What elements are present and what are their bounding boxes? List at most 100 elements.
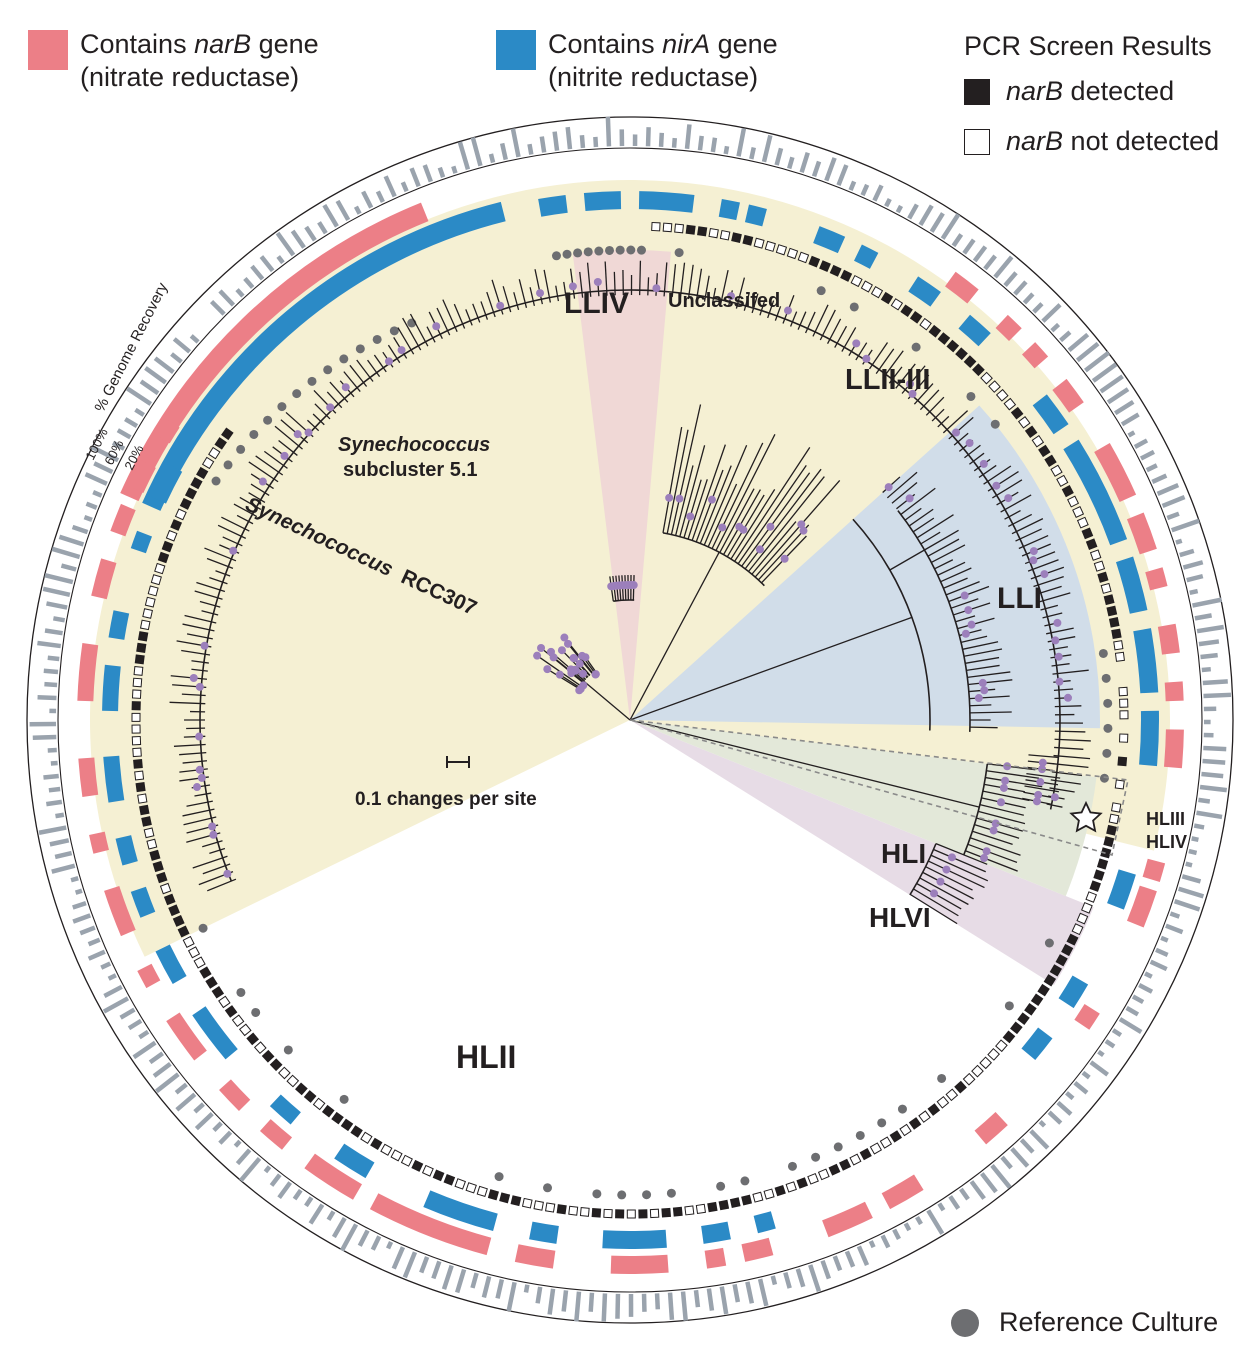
tree-branch	[967, 671, 1011, 679]
tree-node	[384, 357, 393, 366]
pcr-not-detected-square	[708, 227, 719, 239]
recovery-bar	[470, 136, 483, 167]
nira-block	[908, 276, 941, 307]
recovery-bar	[155, 1072, 180, 1094]
recovery-bar	[124, 417, 139, 429]
tree-branch	[969, 704, 992, 707]
reference-dot	[740, 1176, 750, 1186]
narb-block	[78, 757, 99, 797]
tree-branch	[196, 581, 226, 593]
recovery-bar	[969, 1180, 986, 1200]
tree-branch	[742, 616, 913, 680]
legend-narb-suffix: gene	[251, 29, 319, 59]
recovery-bar	[761, 134, 773, 163]
tree-branch	[663, 262, 668, 297]
recovery-bar	[937, 1202, 946, 1212]
tree-branch	[426, 326, 436, 343]
tree-node	[996, 798, 1005, 807]
reference-dot	[573, 248, 583, 258]
tree-branch	[204, 547, 237, 562]
pcr-detected-square	[269, 1058, 283, 1072]
pcr-detected-square	[808, 255, 821, 268]
recovery-bar	[481, 1275, 492, 1299]
pcr-not-detected-square	[817, 1168, 830, 1181]
tree-node	[546, 647, 555, 656]
pcr-not-detected-square	[980, 371, 993, 385]
tree-branch	[534, 653, 582, 687]
tree-branch	[927, 538, 960, 557]
tree-branch	[913, 383, 934, 405]
tree-branch	[453, 303, 466, 329]
nira-block	[744, 204, 767, 227]
pcr-detected-square	[331, 1111, 344, 1125]
tree-node	[293, 430, 302, 439]
tree-branch	[367, 359, 381, 377]
tree-branch	[942, 410, 969, 434]
tree-branch	[255, 455, 284, 476]
tree-branch	[987, 763, 1036, 771]
recovery-bar	[1032, 302, 1044, 314]
pcr-not-detected-square	[753, 237, 765, 249]
pcr-not-detected-square	[133, 666, 144, 676]
reference-dot	[1103, 698, 1113, 708]
reference-dot	[787, 1161, 797, 1171]
nira-block	[1058, 975, 1089, 1009]
tree-branch	[737, 465, 807, 565]
tree-branch	[937, 415, 950, 428]
nira-block	[1133, 628, 1159, 694]
pcr-not-detected-square	[752, 1191, 764, 1203]
reference-dot	[1101, 673, 1111, 683]
pcr-detected-square	[937, 332, 951, 345]
tree-branch	[670, 404, 702, 535]
nira-block	[1115, 556, 1148, 614]
pcr-not-detected-square	[1081, 901, 1093, 914]
recovery-bar	[92, 490, 103, 498]
pcr-not-detected-square	[1119, 733, 1129, 743]
pcr-not-detected-square	[899, 1123, 912, 1137]
narb-block	[1163, 729, 1184, 769]
tree-branch	[1053, 754, 1091, 760]
pcr-not-detected-square	[1050, 464, 1063, 477]
tree-branch	[888, 366, 903, 384]
tree-branch	[202, 863, 231, 875]
scale-bar	[446, 756, 470, 768]
pcr-not-detected-square	[146, 838, 158, 850]
tree-node	[1001, 776, 1010, 785]
tree-branch	[638, 260, 642, 296]
reference-dot	[339, 354, 349, 364]
tree-branch	[629, 719, 825, 770]
tree-branch	[823, 767, 980, 808]
pcr-detected-square	[133, 759, 143, 769]
pcr-not-detected-square	[995, 1039, 1008, 1053]
nira-block	[108, 610, 130, 640]
recovery-bar	[1022, 292, 1035, 305]
tree-branch	[969, 711, 1012, 714]
narb-block	[741, 1237, 774, 1262]
nira-block	[115, 835, 138, 866]
pcr-detected-square	[828, 1163, 841, 1176]
pcr-detected-square	[661, 1207, 671, 1218]
pcr-not-detected-square	[995, 388, 1009, 402]
tree-node	[707, 495, 716, 504]
tree-branch	[719, 270, 729, 305]
narb-block	[1126, 512, 1157, 555]
pcr-detected-square	[707, 1201, 718, 1213]
pcr-not-detected-square	[144, 596, 156, 608]
narb-block	[881, 1174, 924, 1210]
recovery-bar	[895, 204, 904, 214]
nira-block	[269, 1094, 301, 1125]
tree-node	[979, 459, 988, 468]
pcr-not-detected-square	[971, 1064, 984, 1078]
tree-branch	[1046, 803, 1063, 808]
tree-node	[200, 641, 209, 650]
pcr-detected-square	[135, 781, 146, 793]
pcr-not-detected-square	[860, 280, 873, 293]
nira-block	[602, 1229, 667, 1249]
recovery-bar	[824, 157, 837, 182]
pcr-detected-square	[829, 264, 842, 277]
tree-node	[799, 526, 808, 535]
pcr-detected-square	[224, 1005, 238, 1018]
pcr-detected-row: narB detected	[964, 75, 1244, 115]
recovery-bar	[770, 1275, 778, 1286]
pcr-not-detected-square	[579, 1207, 590, 1217]
